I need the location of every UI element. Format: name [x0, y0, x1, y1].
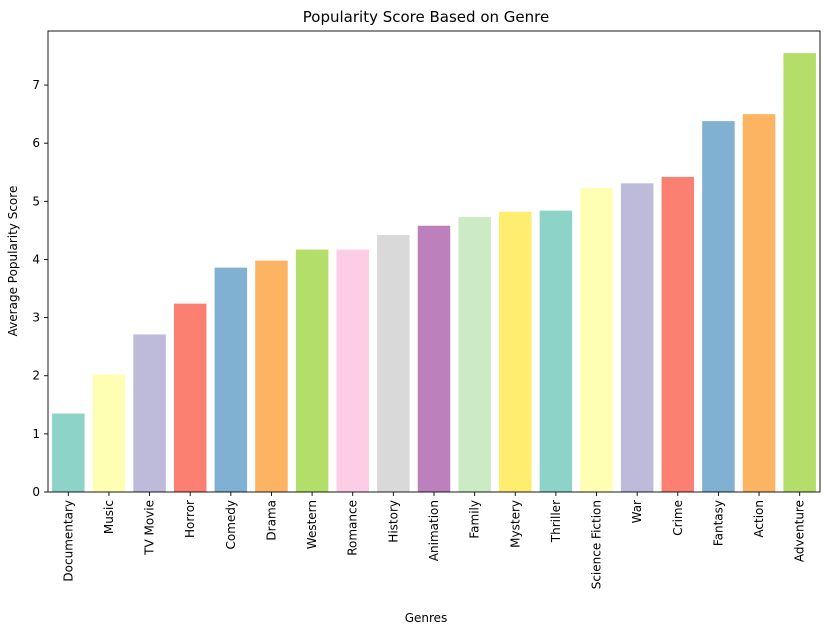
bar-history [377, 235, 410, 492]
y-axis-label: Average Popularity Score [6, 186, 20, 337]
bar-family [458, 217, 491, 492]
y-axis: 0 1 2 3 4 5 6 7 [32, 78, 48, 499]
bar-drama [255, 260, 288, 492]
x-tick-label: Mystery [508, 500, 522, 548]
bar-documentary [52, 413, 85, 492]
x-tick-label: Science Fiction [590, 500, 604, 589]
bars [52, 53, 816, 493]
bar-music [92, 374, 126, 492]
x-tick-label: History [386, 500, 400, 543]
y-tick-label: 1 [32, 427, 40, 441]
y-tick-label: 6 [32, 136, 40, 150]
bar-animation [417, 225, 451, 492]
x-tick-label: Thriller [549, 500, 563, 543]
x-tick-label: Family [468, 500, 482, 539]
bar-fantasy [702, 121, 735, 493]
x-tick-label: Fantasy [711, 500, 725, 546]
y-tick-label: 2 [32, 369, 40, 383]
bar-tv-movie [133, 334, 166, 492]
y-tick-label: 0 [32, 485, 40, 499]
y-tick-label: 7 [32, 78, 40, 92]
bar-action [742, 114, 776, 492]
x-tick-label: Drama [264, 500, 278, 541]
bar-western [295, 249, 329, 492]
y-tick-label: 3 [32, 311, 40, 325]
bar-thriller [539, 210, 573, 492]
x-tick-label: Animation [427, 500, 441, 561]
y-tick-label: 4 [32, 252, 40, 266]
bar-mystery [499, 211, 532, 492]
y-tick-label: 5 [32, 194, 40, 208]
x-axis-label: Genres [405, 611, 448, 625]
bar-horror [173, 303, 207, 492]
x-tick-label: TV Movie [143, 500, 157, 556]
bar-comedy [214, 267, 248, 492]
bar-romance [336, 249, 369, 492]
x-tick-label: Crime [671, 500, 685, 536]
x-axis: Documentary Music TV Movie Horror Comedy Dram… [61, 492, 807, 589]
plot-frame [47, 30, 821, 493]
x-tick-label: Romance [346, 500, 360, 556]
x-tick-label: Documentary [61, 500, 75, 582]
x-tick-label: Horror [183, 500, 197, 538]
x-tick-label: Adventure [793, 500, 807, 562]
bar-war [620, 183, 654, 492]
x-tick-label: Action [752, 500, 766, 538]
x-tick-label: Comedy [224, 500, 238, 550]
x-tick-label: Music [102, 500, 116, 534]
bar-science-fiction [580, 187, 613, 492]
x-tick-label: War [630, 500, 644, 523]
chart-title: Popularity Score Based on Genre [303, 8, 549, 26]
x-tick-label: Western [305, 500, 319, 549]
bar-adventure [783, 53, 816, 493]
bar-crime [661, 176, 695, 492]
